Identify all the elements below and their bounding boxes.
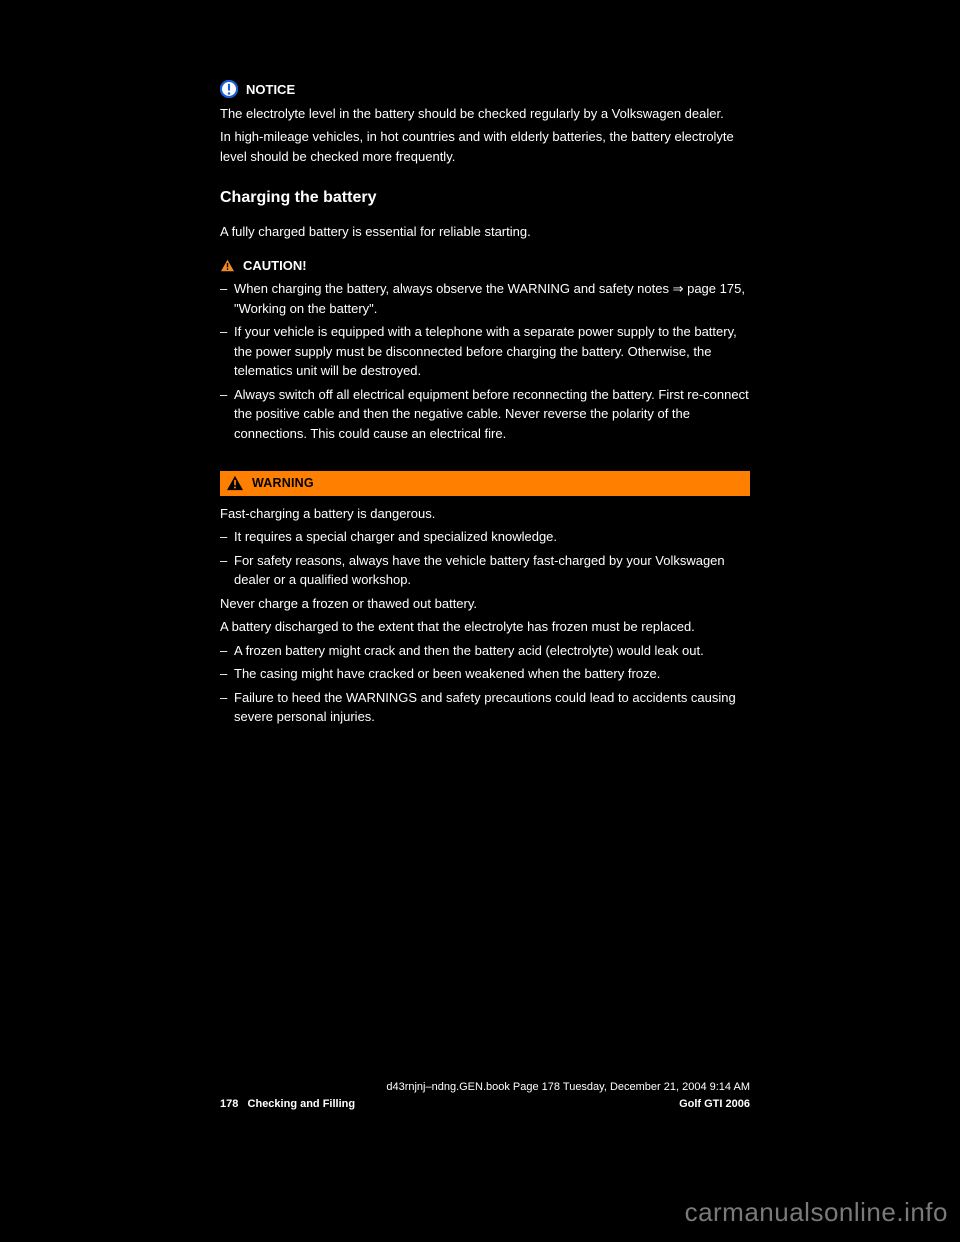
page-footer-left: 178 Checking and Filling <box>220 1096 355 1113</box>
caution-item: Always switch off all electrical equipme… <box>220 385 750 444</box>
warning-item: Failure to heed the WARNINGS and safety … <box>220 688 750 727</box>
watermark: carmanualsonline.info <box>685 1193 948 1232</box>
intro-paragraph: A fully charged battery is essential for… <box>220 222 750 242</box>
notice-line-2: In high-mileage vehicles, in hot countri… <box>220 127 750 166</box>
notice-icon <box>220 80 238 98</box>
warning-item: A frozen battery might crack and then th… <box>220 641 750 661</box>
notice-line-1: The electrolyte level in the battery sho… <box>220 104 750 124</box>
notice-header: NOTICE <box>220 80 750 100</box>
warning-text: A battery discharged to the extent that … <box>220 617 750 637</box>
section-name: Checking and Filling <box>248 1098 356 1110</box>
warning-item: It requires a special charger and specia… <box>220 527 750 547</box>
warning-bar: WARNING <box>220 471 750 496</box>
warning-item: The casing might have cracked or been we… <box>220 664 750 684</box>
warning-text: Never charge a frozen or thawed out batt… <box>220 594 750 614</box>
caution-body: When charging the battery, always observ… <box>220 279 750 443</box>
footer-model: Golf GTI 2006 <box>386 1096 750 1113</box>
page-number: 178 <box>220 1098 238 1110</box>
caution-label: CAUTION! <box>243 256 307 276</box>
page-footer-right: d43rnjnj–ndng.GEN.book Page 178 Tuesday,… <box>386 1079 750 1112</box>
caution-item: If your vehicle is equipped with a telep… <box>220 322 750 381</box>
warning-item: For safety reasons, always have the vehi… <box>220 551 750 590</box>
notice-body: The electrolyte level in the battery sho… <box>220 104 750 167</box>
caution-item: When charging the battery, always observ… <box>220 279 750 318</box>
warning-label: WARNING <box>252 474 314 493</box>
warning-text: Fast-charging a battery is dangerous. <box>220 504 750 524</box>
caution-header: CAUTION! <box>220 256 750 276</box>
section-heading: Charging the battery <box>220 186 750 210</box>
notice-label: NOTICE <box>246 80 295 100</box>
warning-icon <box>226 475 244 491</box>
warning-body: Fast-charging a battery is dangerous. It… <box>220 504 750 727</box>
footer-code-line: d43rnjnj–ndng.GEN.book Page 178 Tuesday,… <box>386 1079 750 1096</box>
caution-icon <box>220 259 235 272</box>
